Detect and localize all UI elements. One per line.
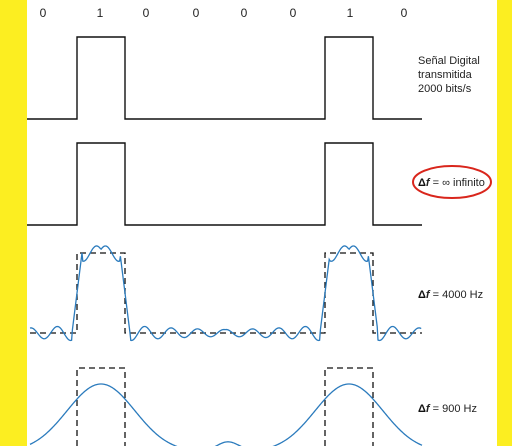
infinite-text: = ∞ infinito <box>430 177 485 189</box>
f-symbol: f <box>426 177 431 189</box>
digital-signal-label-line2: transmitida <box>418 69 473 81</box>
white-panel <box>27 0 497 446</box>
f-symbol: f <box>426 289 431 301</box>
bit-label-1: 0 <box>40 6 47 20</box>
delta-symbol: Δ <box>418 289 426 301</box>
digital-signal-label-line3: 2000 bits/s <box>418 83 472 95</box>
bit-label-5: 0 <box>241 6 248 20</box>
digital-signal-trace <box>27 36 422 120</box>
label-900hz: Δf = 900 Hz <box>418 403 477 415</box>
bit-label-2: 1 <box>97 6 104 20</box>
f-symbol: f <box>426 403 431 415</box>
wave-4000hz <box>29 245 422 342</box>
infinite-bandwidth-label: Δf = ∞ infinito <box>418 177 485 189</box>
bit-label-3: 0 <box>143 6 150 20</box>
hz900-text: = 900 Hz <box>430 403 477 415</box>
infinite-bandwidth-trace <box>27 142 422 226</box>
label-4000hz: Δf = 4000 Hz <box>418 289 483 301</box>
hz4000-text: = 4000 Hz <box>430 289 484 301</box>
bit-labels: 0 1 0 0 0 0 1 0 <box>40 6 408 20</box>
digital-signal-label-line1: Señal Digital <box>418 55 480 67</box>
wave-900hz <box>29 383 423 446</box>
bit-label-8: 0 <box>401 6 408 20</box>
bit-label-7: 1 <box>347 6 354 20</box>
bit-label-4: 0 <box>193 6 200 20</box>
bit-label-6: 0 <box>290 6 297 20</box>
delta-symbol: Δ <box>418 177 426 189</box>
ideal-signal-dashed-900 <box>76 367 374 446</box>
delta-symbol: Δ <box>418 403 426 415</box>
highlight-circle <box>412 165 492 199</box>
